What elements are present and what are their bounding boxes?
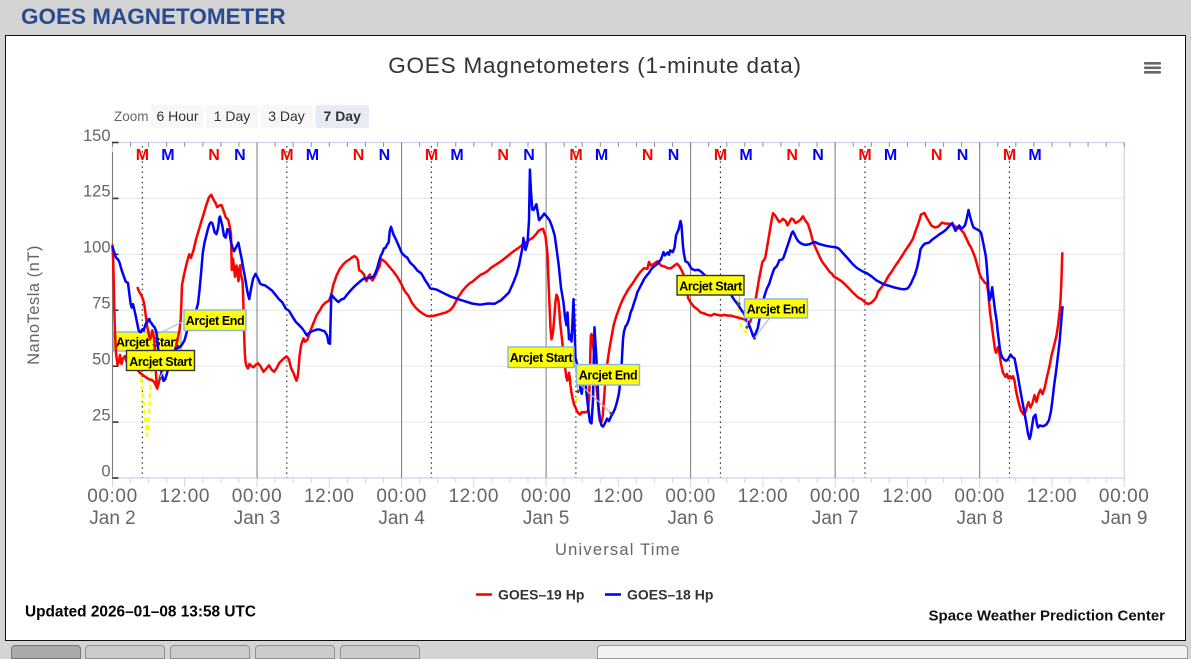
svg-text:Jan 4: Jan 4 — [378, 508, 425, 529]
svg-text:N: N — [668, 147, 680, 164]
svg-text:N: N — [497, 147, 509, 164]
svg-text:Universal Time: Universal Time — [555, 541, 681, 559]
svg-text:GOES–19 Hp: GOES–19 Hp — [498, 587, 584, 603]
svg-text:Jan 5: Jan 5 — [523, 508, 569, 529]
svg-text:00:00: 00:00 — [232, 486, 283, 507]
svg-text:3 Day: 3 Day — [268, 108, 305, 124]
svg-text:NanoTesla (nT): NanoTesla (nT) — [25, 245, 43, 365]
svg-text:M: M — [1003, 147, 1016, 164]
svg-text:00:00: 00:00 — [521, 486, 572, 507]
svg-text:7 Day: 7 Day — [324, 108, 362, 124]
svg-text:N: N — [353, 147, 365, 164]
svg-text:00:00: 00:00 — [665, 486, 716, 507]
svg-text:M: M — [739, 147, 752, 164]
svg-text:M: M — [1028, 147, 1041, 164]
svg-text:Jan 3: Jan 3 — [234, 508, 280, 529]
svg-text:N: N — [208, 147, 220, 164]
svg-text:1 Day: 1 Day — [214, 108, 251, 124]
svg-text:M: M — [569, 147, 582, 164]
svg-text:Jan 2: Jan 2 — [89, 508, 135, 529]
svg-text:M: M — [280, 147, 293, 164]
svg-text:Updated 2026–01–08 13:58 UTC: Updated 2026–01–08 13:58 UTC — [25, 604, 256, 621]
svg-text:12:00: 12:00 — [593, 486, 644, 507]
svg-text:Arcjet End: Arcjet End — [579, 369, 638, 383]
svg-text:GOES–18 Hp: GOES–18 Hp — [627, 587, 713, 603]
svg-text:100: 100 — [83, 239, 111, 257]
svg-text:12:00: 12:00 — [449, 486, 500, 507]
svg-text:Arcjet Start: Arcjet Start — [116, 335, 180, 349]
svg-text:Zoom: Zoom — [114, 109, 149, 124]
svg-text:M: M — [306, 147, 319, 164]
svg-text:00:00: 00:00 — [376, 486, 427, 507]
svg-text:Arcjet End: Arcjet End — [186, 314, 245, 328]
svg-text:00:00: 00:00 — [810, 486, 861, 507]
svg-text:N: N — [379, 147, 391, 164]
svg-text:GOES Magnetometers (1-minute d: GOES Magnetometers (1-minute data) — [388, 53, 802, 78]
svg-text:N: N — [957, 147, 969, 164]
svg-text:12:00: 12:00 — [1027, 486, 1078, 507]
svg-text:M: M — [425, 147, 438, 164]
svg-text:00:00: 00:00 — [954, 486, 1005, 507]
svg-text:N: N — [234, 147, 246, 164]
svg-text:Jan 6: Jan 6 — [667, 508, 713, 529]
svg-text:N: N — [786, 147, 798, 164]
svg-text:Jan 7: Jan 7 — [812, 508, 858, 529]
svg-text:12:00: 12:00 — [738, 486, 789, 507]
svg-text:50: 50 — [92, 351, 110, 369]
svg-text:6 Hour: 6 Hour — [156, 108, 198, 124]
svg-text:M: M — [450, 147, 463, 164]
svg-text:00:00: 00:00 — [87, 486, 138, 507]
svg-text:12:00: 12:00 — [882, 486, 933, 507]
svg-text:M: M — [714, 147, 727, 164]
svg-text:Jan 8: Jan 8 — [956, 508, 1002, 529]
svg-text:N: N — [812, 147, 824, 164]
svg-text:12:00: 12:00 — [304, 486, 355, 507]
svg-text:Arcjet Start: Arcjet Start — [510, 351, 574, 365]
svg-text:M: M — [161, 147, 174, 164]
svg-text:M: M — [858, 147, 871, 164]
svg-text:125: 125 — [83, 183, 111, 201]
svg-text:12:00: 12:00 — [160, 486, 211, 507]
svg-text:25: 25 — [92, 406, 110, 424]
svg-text:0: 0 — [101, 462, 110, 480]
svg-text:N: N — [642, 147, 654, 164]
svg-text:00:00: 00:00 — [1099, 486, 1150, 507]
svg-text:M: M — [136, 147, 149, 164]
svg-text:Arcjet Start: Arcjet Start — [679, 280, 743, 294]
svg-text:N: N — [523, 147, 535, 164]
svg-text:75: 75 — [92, 295, 110, 313]
svg-text:Arcjet End: Arcjet End — [747, 303, 806, 317]
svg-text:150: 150 — [83, 127, 111, 145]
svg-text:Jan 9: Jan 9 — [1101, 508, 1147, 529]
svg-text:Arcjet Start: Arcjet Start — [129, 355, 193, 369]
svg-text:M: M — [595, 147, 608, 164]
svg-text:N: N — [931, 147, 943, 164]
svg-text:M: M — [884, 147, 897, 164]
svg-text:Space Weather Prediction Cente: Space Weather Prediction Center — [929, 608, 1166, 625]
